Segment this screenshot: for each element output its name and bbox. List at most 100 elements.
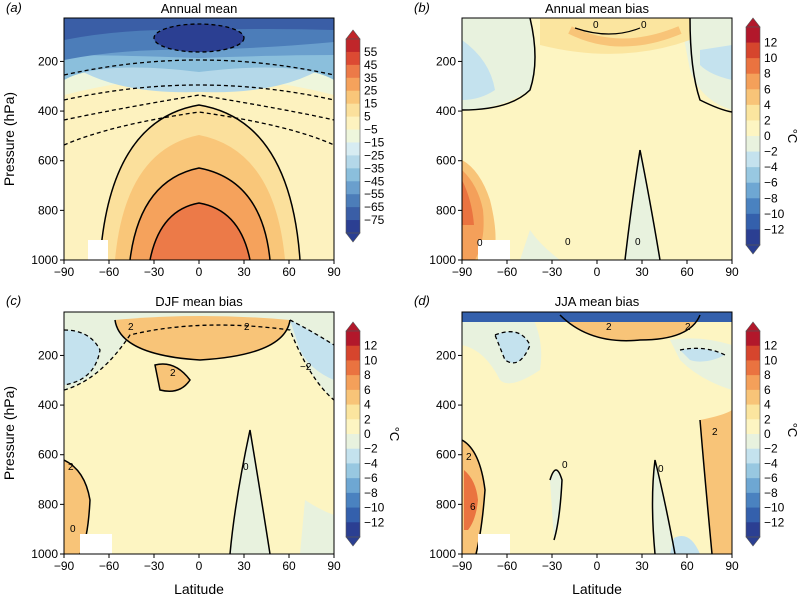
contour-label: 2 [170,368,176,379]
colorbar-frame [745,26,761,246]
panel-a-field [64,18,334,260]
x-tick-label: −60 [497,559,518,573]
band [64,330,100,385]
y-tick-label: 800 [38,203,58,217]
colorbar-top-arrow [345,29,361,40]
y-ticks: 200 400 600 800 1000 [429,348,462,561]
band [550,470,562,540]
band [540,18,690,54]
colorbar-swatch [346,64,360,79]
x-axis-label: Latitude [174,581,224,597]
colorbar-swatch [346,345,360,361]
x-tick-label: −60 [99,559,120,573]
colorbar-tick-label: 6 [764,82,771,96]
contour-line [64,319,291,554]
band [462,312,732,322]
contour-line [149,202,251,260]
band [700,410,732,554]
band [115,316,290,360]
colorbar-bottom-arrow [345,536,361,547]
panel-label: (c) [6,293,21,308]
colorbar-swatch [746,27,760,44]
colorbar-tick-label: 8 [364,368,371,382]
colorbar-tick-label: −8 [764,486,778,500]
colorbar-tick-label: 35 [364,71,378,85]
colorbar-tick-label: −10 [764,207,785,221]
colorbar-swatch [346,448,360,464]
contour-label: 2 [685,322,691,333]
x-tick-label: 0 [196,265,203,279]
x-tick-label: −30 [144,559,165,573]
colorbar-swatch [746,331,760,347]
colorbar-swatch [746,151,760,168]
band [700,45,732,80]
colorbar-swatch [746,136,760,153]
y-tick-label: 400 [38,398,58,412]
contour-label: 0 [70,524,76,535]
colorbar-tick-label: −35 [364,161,385,175]
colorbar-tick-label: −8 [364,486,378,500]
contour-label: 0 [635,237,641,248]
y-tick-label: 200 [38,54,58,68]
panel-c-field [64,312,334,554]
colorbar-unit: °C [785,423,800,438]
x-axis-label: Latitude [572,581,622,597]
x-tick-label: −60 [99,265,120,279]
colorbar-swatch [746,58,760,75]
band [568,26,682,47]
contour-line [462,18,732,260]
colorbar-frame [345,330,361,538]
colorbar-swatch [346,207,360,221]
colorbar-tick-label: 4 [364,398,371,412]
colorbar-bottom-arrow [345,232,361,243]
x-tick-label: 90 [327,559,341,573]
colorbar-tick-label: −45 [364,174,385,188]
panel-title: Annual mean [161,1,238,16]
colorbar-tick-label: −2 [764,442,778,456]
y-tick-label: 1000 [429,547,456,561]
colorbar-tick-label: −8 [764,191,778,205]
missing-data-patch [80,534,112,554]
y-axis-label: Pressure (hPa) [1,386,17,480]
panel-label: (b) [414,0,430,15]
y-tick-label: 600 [38,154,58,168]
x-tick-label: 30 [635,265,649,279]
colorbar-tick-label: 8 [764,368,771,382]
band [670,536,700,554]
x-tick-label: 0 [196,559,203,573]
x-tick-label: −90 [54,559,75,573]
colorbar-swatch [346,129,360,143]
missing-data-patch [478,240,510,260]
contour-label: 0 [562,460,568,471]
y-ticks: 200 400 600 800 1000 [31,348,64,561]
colorbar-tick-label: 0 [764,129,771,143]
colorbar-swatch [746,419,760,435]
colorbar-tick-label: 6 [364,383,371,397]
contour-label: 2 [606,322,612,333]
band [462,40,495,100]
colorbar-tick-label: 12 [764,339,778,353]
colorbar-swatch [346,155,360,169]
colorbar-swatch [346,375,360,391]
x-ticks: −90 −60 −30 0 30 60 90 [452,554,739,573]
panel-a: −90 −60 −30 0 30 60 90 200 400 600 800 1000 (a) An… [1,0,385,279]
colorbar-unit: °C [785,129,800,144]
x-ticks: −90 −60 −30 0 30 60 90 [452,260,739,279]
colorbar-tick-label: −10 [764,501,785,515]
colorbar-swatch [346,404,360,420]
colorbar-swatch [746,213,760,230]
y-tick-label: 1000 [429,253,456,267]
x-tick-label: −90 [452,559,473,573]
colorbar-tick-label: 12 [364,339,378,353]
colorbar-tick-label: −4 [764,456,778,470]
x-tick-label: 0 [594,265,601,279]
x-tick-label: −30 [542,559,563,573]
panel-d-field [462,312,732,554]
panel-b-field [462,18,732,260]
contour-label: 6 [470,502,476,513]
colorbar-tick-label: −10 [364,501,385,515]
y-tick-label: 800 [436,497,456,511]
y-tick-label: 600 [436,154,456,168]
